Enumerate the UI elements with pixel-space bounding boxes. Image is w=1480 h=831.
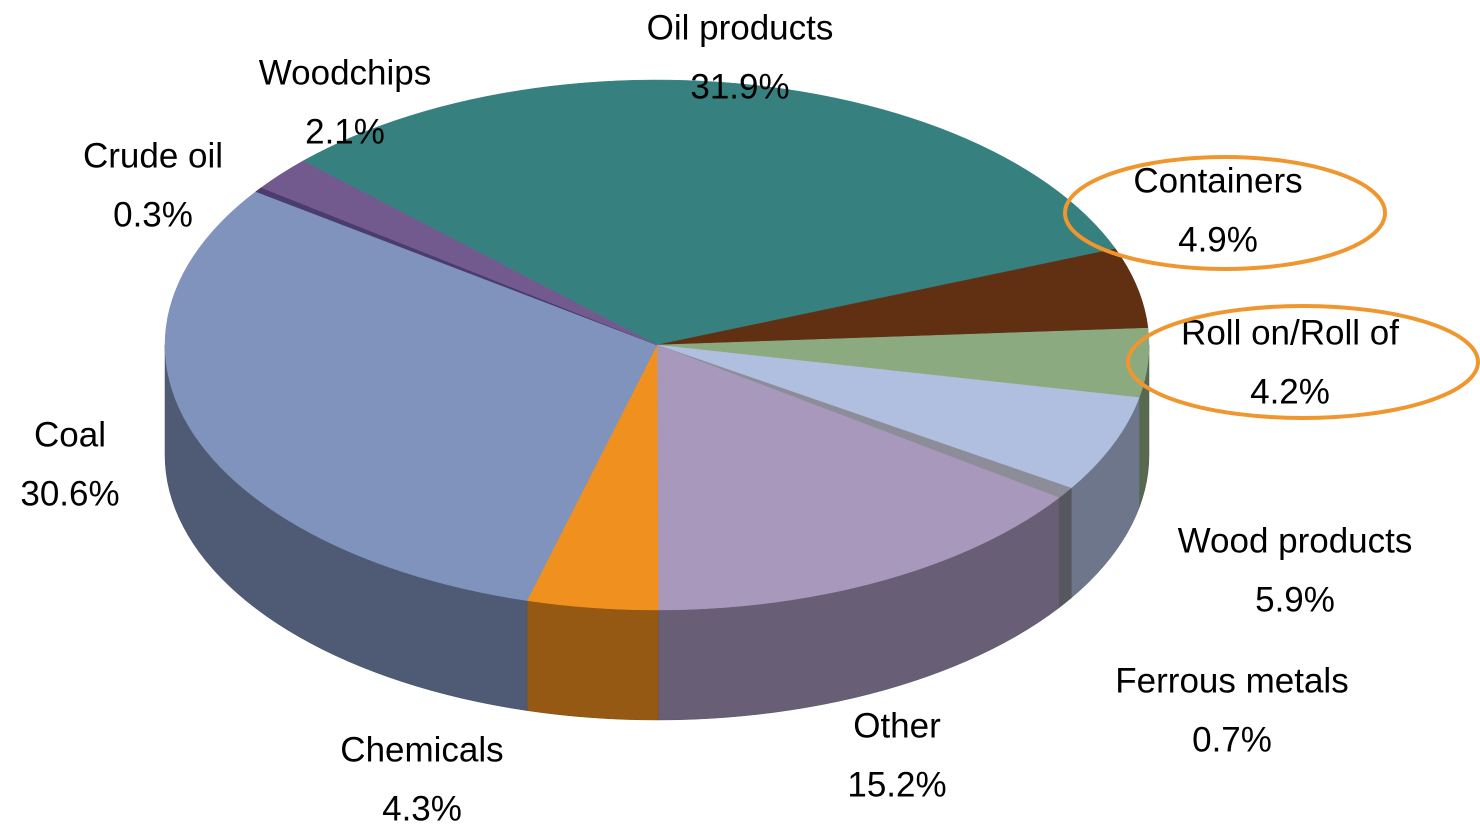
slice-label: Coal [34,415,106,454]
slice-label: Chemicals [340,730,503,769]
slice-side [526,600,659,721]
pie-sides [164,344,1150,721]
slice [526,344,659,611]
slice-label: Crude oil [83,136,223,175]
slice [260,160,658,346]
slice-value-label: 5.9% [1255,580,1335,619]
slice-side [1058,487,1072,609]
slice-value-label: 4.3% [382,789,462,828]
highlight-ellipse [1126,304,1480,420]
slice-value-label: 0.3% [113,195,193,234]
slice [656,344,1060,611]
labels: Oil products 31.9% Containers 4.9% Roll on/R… [20,8,1412,828]
slice-value-label: 30.6% [20,474,119,513]
slice [302,79,1116,346]
slice-label: Roll on/Roll of [1181,313,1399,352]
slice-value-label: 4.2% [1250,372,1330,411]
slice-value-label: 31.9% [690,67,789,106]
highlight-ellipse [1063,155,1387,271]
slice-label: Other [853,706,941,745]
slice-label: Oil products [647,8,834,47]
pie-tops [164,79,1150,611]
slice-label: Ferrous metals [1115,661,1348,700]
slice-value-label: 2.1% [305,112,385,151]
slice-label: Woodchips [259,53,432,92]
slice [656,344,1140,489]
slice-value-label: 15.2% [847,765,946,804]
slice [164,191,658,601]
slice-label: Wood products [1178,521,1413,560]
slice-label: Containers [1133,161,1302,200]
slice-value-label: 0.7% [1192,720,1272,759]
slice-value-label: 4.9% [1178,220,1258,259]
